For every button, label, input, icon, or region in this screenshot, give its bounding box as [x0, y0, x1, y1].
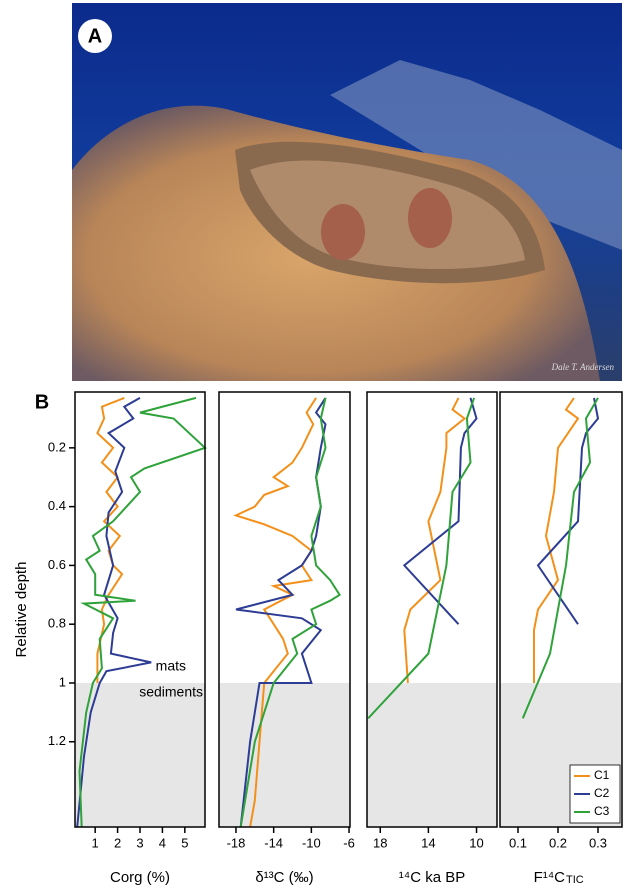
panel-label: A: [88, 25, 102, 47]
y-tick-label: 1.2: [48, 733, 66, 748]
annotation: mats: [156, 658, 186, 674]
y-tick-label: 0.2: [48, 439, 66, 454]
data-line: [96, 396, 125, 683]
x-axis-label: Corg (%): [110, 869, 170, 886]
legend-label: C3: [594, 804, 610, 818]
legend-label: C2: [594, 786, 610, 800]
data-line: [536, 397, 600, 625]
x-tick-label: -10: [302, 835, 321, 850]
y-tick-label: 0.6: [48, 557, 66, 572]
x-axis-label: ¹⁴C ka BP: [399, 869, 465, 886]
panel-label: B: [35, 391, 49, 413]
data-line: [367, 397, 476, 719]
x-tick-label: 14: [421, 835, 435, 850]
sediment-shade: [219, 682, 350, 827]
panel-frame: [499, 391, 623, 828]
legend-label: C1: [594, 768, 610, 782]
y-axis-label: Relative depth: [13, 562, 30, 658]
x-tick-label: 3: [136, 835, 143, 850]
data-line: [403, 397, 467, 684]
x-tick-label: 4: [159, 835, 166, 850]
photo-credit: Dale T. Andersen: [551, 362, 615, 372]
x-tick-label: 0.1: [509, 835, 527, 850]
y-tick-label: 0.4: [48, 498, 66, 513]
annotation: sediments: [139, 684, 203, 700]
x-tick-label: -18: [227, 835, 246, 850]
data-line: [521, 397, 599, 719]
x-tick-label: 2: [114, 835, 121, 850]
x-tick-label: 5: [181, 835, 188, 850]
x-tick-label: 1: [92, 835, 99, 850]
x-tick-label: 18: [373, 835, 387, 850]
x-tick-label: -14: [264, 835, 283, 850]
data-line: [533, 397, 580, 683]
x-tick-label: 0.3: [589, 835, 607, 850]
data-line: [235, 397, 327, 828]
x-tick-label: 10: [469, 835, 483, 850]
x-axis-label: δ¹³C (‰): [255, 869, 313, 886]
x-axis-label-sub: TIC: [566, 874, 584, 886]
photo: A Dale T. Andersen: [72, 3, 622, 381]
x-tick-label: -6: [343, 835, 355, 850]
x-axis-label: F¹⁴C: [534, 869, 566, 886]
panel-frame: [366, 391, 498, 828]
y-tick-label: 1: [59, 674, 66, 689]
data-line: [76, 397, 152, 828]
sediment-shade: [75, 682, 205, 827]
panel-frame: [218, 391, 351, 828]
x-tick-label: 0.2: [549, 835, 567, 850]
data-line: [78, 396, 207, 828]
sediment-shade: [367, 682, 497, 827]
y-tick-label: 0.8: [48, 616, 66, 631]
data-line: [239, 397, 341, 828]
data-line: [402, 397, 478, 625]
